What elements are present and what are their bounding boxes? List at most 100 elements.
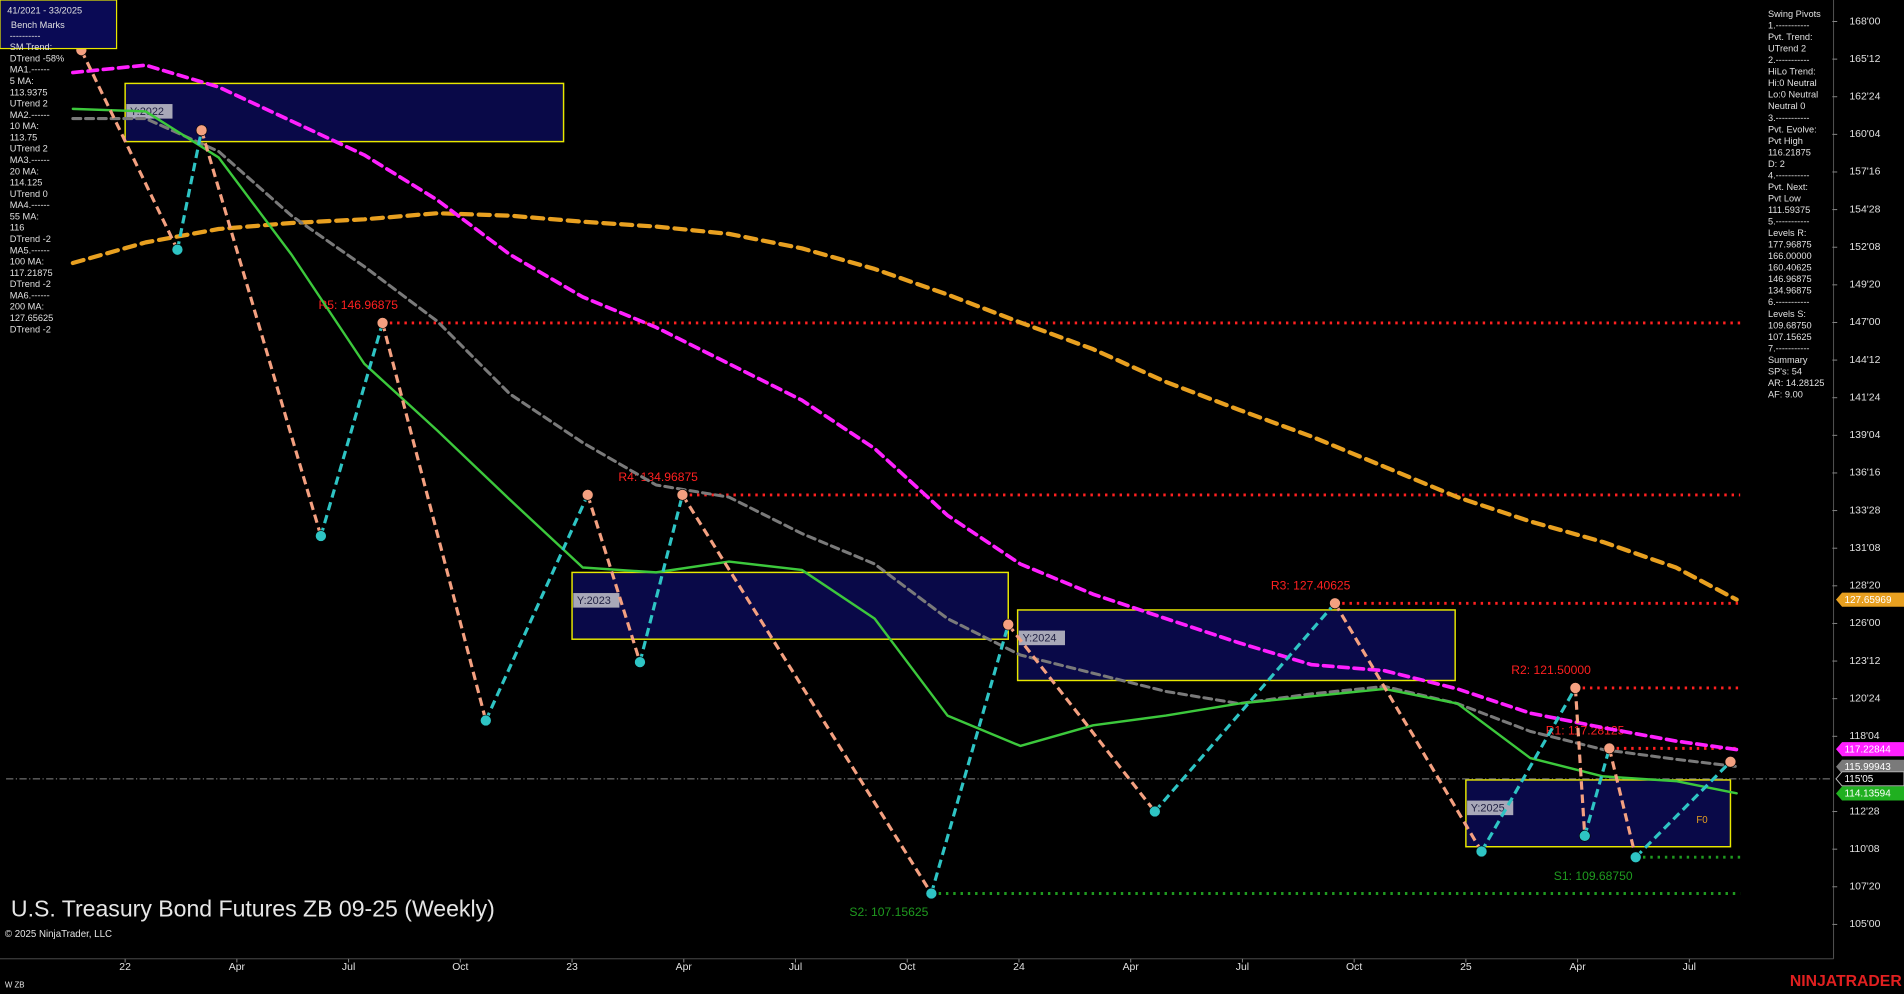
price-tag-label: 115.99943 <box>1845 762 1892 773</box>
swing-pivot <box>171 243 184 256</box>
y-tick-label: 131'08 <box>1849 543 1880 554</box>
y-tick-label: 165'12 <box>1849 54 1880 65</box>
price-tag <box>1836 786 1904 801</box>
swing-pivot <box>1475 845 1488 858</box>
ma-line <box>70 211 1739 602</box>
y-tick-label: 147'00 <box>1849 317 1880 328</box>
benchmark-line: MA3.------ <box>10 155 50 165</box>
level-label: S1: 109.68750 <box>1554 869 1633 883</box>
ma-line <box>71 63 1739 752</box>
x-tick-label: Apr <box>676 962 693 973</box>
swing-panel-line: SP's: 54 <box>1768 366 1802 376</box>
swing-pivot <box>1724 755 1737 768</box>
swing-panel-line: Hi:0 Neutral <box>1768 78 1817 88</box>
swing-leg <box>638 494 684 663</box>
benchmark-line: 113.75 <box>10 132 38 142</box>
swing-panel-line: 134.96875 <box>1768 286 1812 296</box>
level-label: R4: 134.96875 <box>618 470 698 484</box>
benchmark-line: DTrend -2 <box>10 279 51 289</box>
swing-leg <box>586 494 642 663</box>
swing-leg <box>175 130 204 250</box>
year-box-label-bg <box>1018 630 1065 646</box>
year-box <box>1016 609 1456 682</box>
y-tick-label: 128'20 <box>1849 581 1880 592</box>
x-tick-label: Jul <box>342 962 355 973</box>
benchmark-line: DTrend -2 <box>10 234 51 244</box>
benchmark-line: 113.9375 <box>10 87 48 97</box>
benchmark-line: DTrend -2 <box>10 324 51 334</box>
x-tick-label: 25 <box>1460 962 1472 973</box>
swing-panel-line: 166.00000 <box>1768 251 1812 261</box>
swing-leg <box>1634 760 1732 859</box>
swing-leg <box>929 624 1010 894</box>
benchmark-line: MA6.------ <box>10 290 50 300</box>
swing-panel-line: 3.----------- <box>1768 113 1809 123</box>
swing-pivot <box>1002 618 1015 631</box>
swing-panel-line: Pvt Low <box>1768 193 1801 203</box>
swing-panel-line: Pvt. Evolve: <box>1768 124 1817 134</box>
level-label: R5: 146.96875 <box>318 298 398 312</box>
year-box <box>571 571 1009 640</box>
year-box-label: Y:2025 <box>1471 802 1505 814</box>
x-tick-label: Apr <box>229 962 246 973</box>
year-box-label: Y:2023 <box>577 595 611 607</box>
swing-panel-line: 7.----------- <box>1768 343 1809 353</box>
benchmark-line: 55 MA: <box>10 211 39 221</box>
benchmark-line: 116 <box>10 223 25 233</box>
swing-panel-line: Swing Pivots <box>1768 9 1821 19</box>
year-box-label-bg <box>573 593 620 608</box>
x-tick-label: 23 <box>566 962 578 973</box>
swing-pivot <box>634 656 646 668</box>
swing-panel-line: 146.96875 <box>1768 274 1812 284</box>
swing-leg <box>200 129 323 537</box>
price-tag <box>1836 742 1904 757</box>
instrument-tag: W ZB <box>5 981 25 990</box>
y-tick-label: 149'20 <box>1849 280 1880 291</box>
swing-leg <box>1583 747 1611 837</box>
y-tick-label: 160'04 <box>1849 129 1880 140</box>
benchmark-line: 20 MA: <box>10 166 39 176</box>
swing-panel-line: Levels S: <box>1768 309 1806 319</box>
swing-leg <box>1153 602 1337 813</box>
y-tick-label: 123'12 <box>1849 656 1880 667</box>
benchmark-line: SM Trend: <box>10 42 53 52</box>
benchmark-line: 114.125 <box>10 178 43 188</box>
swing-leg <box>1573 687 1587 836</box>
swing-panel-line: Levels R: <box>1768 228 1806 238</box>
y-tick-label: 133'28 <box>1849 505 1880 516</box>
swing-panel-line: Pvt. Next: <box>1768 182 1808 192</box>
y-tick-label: 118'04 <box>1849 731 1879 742</box>
swing-pivot <box>581 489 594 501</box>
y-tick-label: 126'00 <box>1849 618 1880 629</box>
price-tag-label: 117.22844 <box>1845 744 1892 755</box>
swing-panel-line: 6.----------- <box>1768 297 1809 307</box>
swing-pivot <box>315 530 327 542</box>
y-tick-label: 110'08 <box>1849 844 1879 855</box>
benchmark-line: 100 MA: <box>10 257 44 267</box>
swing-leg <box>319 322 385 537</box>
y-tick-label: 112'28 <box>1849 806 1879 817</box>
swing-leg <box>381 322 488 721</box>
benchmark-line: 117.21875 <box>10 268 53 278</box>
y-tick-label: 141'24 <box>1849 392 1880 403</box>
swing-leg <box>1333 602 1483 853</box>
level-label: S2: 107.15625 <box>849 905 928 919</box>
swing-panel-line: 111.59375 <box>1768 205 1810 215</box>
year-box-label-bg <box>126 104 173 119</box>
swing-panel-line: Neutral 0 <box>1768 101 1805 111</box>
swing-pivots <box>75 44 1737 900</box>
y-tick-label: 154'28 <box>1849 204 1880 215</box>
swing-panel-line: UTrend 2 <box>1768 44 1806 54</box>
y-tick-label: 157'16 <box>1849 167 1880 178</box>
swing-panel-line: 4.----------- <box>1768 170 1809 180</box>
swing-panel-line: 5.----------- <box>1768 217 1809 227</box>
swing-panel-line: Lo:0 Neutral <box>1768 90 1818 100</box>
f0-label: F0 <box>1696 815 1708 826</box>
benchmark-line: MA1.------ <box>10 65 50 75</box>
brand: NINJATRADER <box>1790 973 1902 990</box>
swing-panel-line: 1.----------- <box>1768 21 1809 31</box>
swing-pivot <box>1329 597 1341 610</box>
swing-pivot <box>480 714 492 727</box>
period-box <box>0 0 118 50</box>
chart-title: U.S. Treasury Bond Futures ZB 09-25 (Wee… <box>11 895 495 921</box>
